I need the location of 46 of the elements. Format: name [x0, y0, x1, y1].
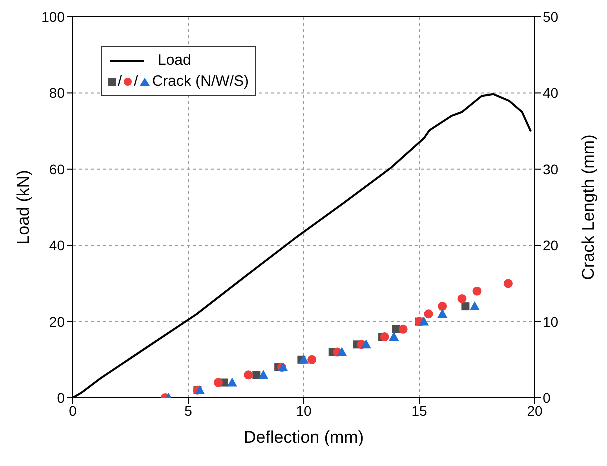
point — [438, 302, 448, 312]
point — [361, 340, 372, 349]
point — [458, 294, 467, 304]
x-tick-label: 5 — [184, 402, 193, 419]
point — [389, 332, 400, 342]
y2-tick-label: 0 — [543, 390, 551, 406]
point — [258, 370, 269, 380]
y-tick-label: 40 — [49, 238, 66, 254]
annotation: Crack (N/W/S) — [152, 72, 250, 92]
y-tick-label: 20 — [49, 314, 66, 330]
point — [419, 316, 430, 326]
point — [398, 324, 408, 334]
point — [462, 302, 470, 311]
x-tick-label: 10 — [296, 402, 312, 419]
x-tick-label: 15 — [412, 402, 428, 419]
point — [195, 385, 206, 394]
y2-tick-label: 20 — [543, 238, 559, 254]
y2-tick-label: 40 — [543, 85, 559, 102]
x-axis-title: Deflection (mm) — [244, 428, 364, 447]
point — [252, 371, 261, 380]
point — [472, 286, 482, 296]
point — [504, 279, 513, 288]
y-axis-title: Load (kN) — [14, 170, 34, 245]
x-tick-label: 0 — [69, 402, 78, 419]
y-tick-label: 60 — [49, 161, 66, 178]
y-tick-label: 80 — [49, 85, 66, 102]
point — [244, 370, 254, 380]
y-tick-label: 100 — [42, 8, 66, 25]
annotation: / — [118, 72, 122, 92]
point — [299, 354, 309, 364]
point — [214, 378, 224, 388]
point — [438, 309, 448, 318]
y2-tick-label: 30 — [543, 161, 559, 178]
y-tick-label: 0 — [57, 390, 66, 406]
point — [337, 347, 348, 356]
text: / — [134, 73, 138, 90]
point — [424, 310, 434, 319]
y2-tick-label: 10 — [543, 314, 559, 330]
legend-label: Load — [158, 51, 192, 71]
point — [308, 355, 317, 364]
y2-tick-label: 50 — [543, 8, 559, 25]
point — [227, 378, 238, 387]
y2-axis-title: Crack Length (mm) — [579, 134, 598, 280]
point — [380, 332, 390, 342]
point — [470, 302, 480, 311]
x-tick-label: 20 — [527, 402, 543, 419]
